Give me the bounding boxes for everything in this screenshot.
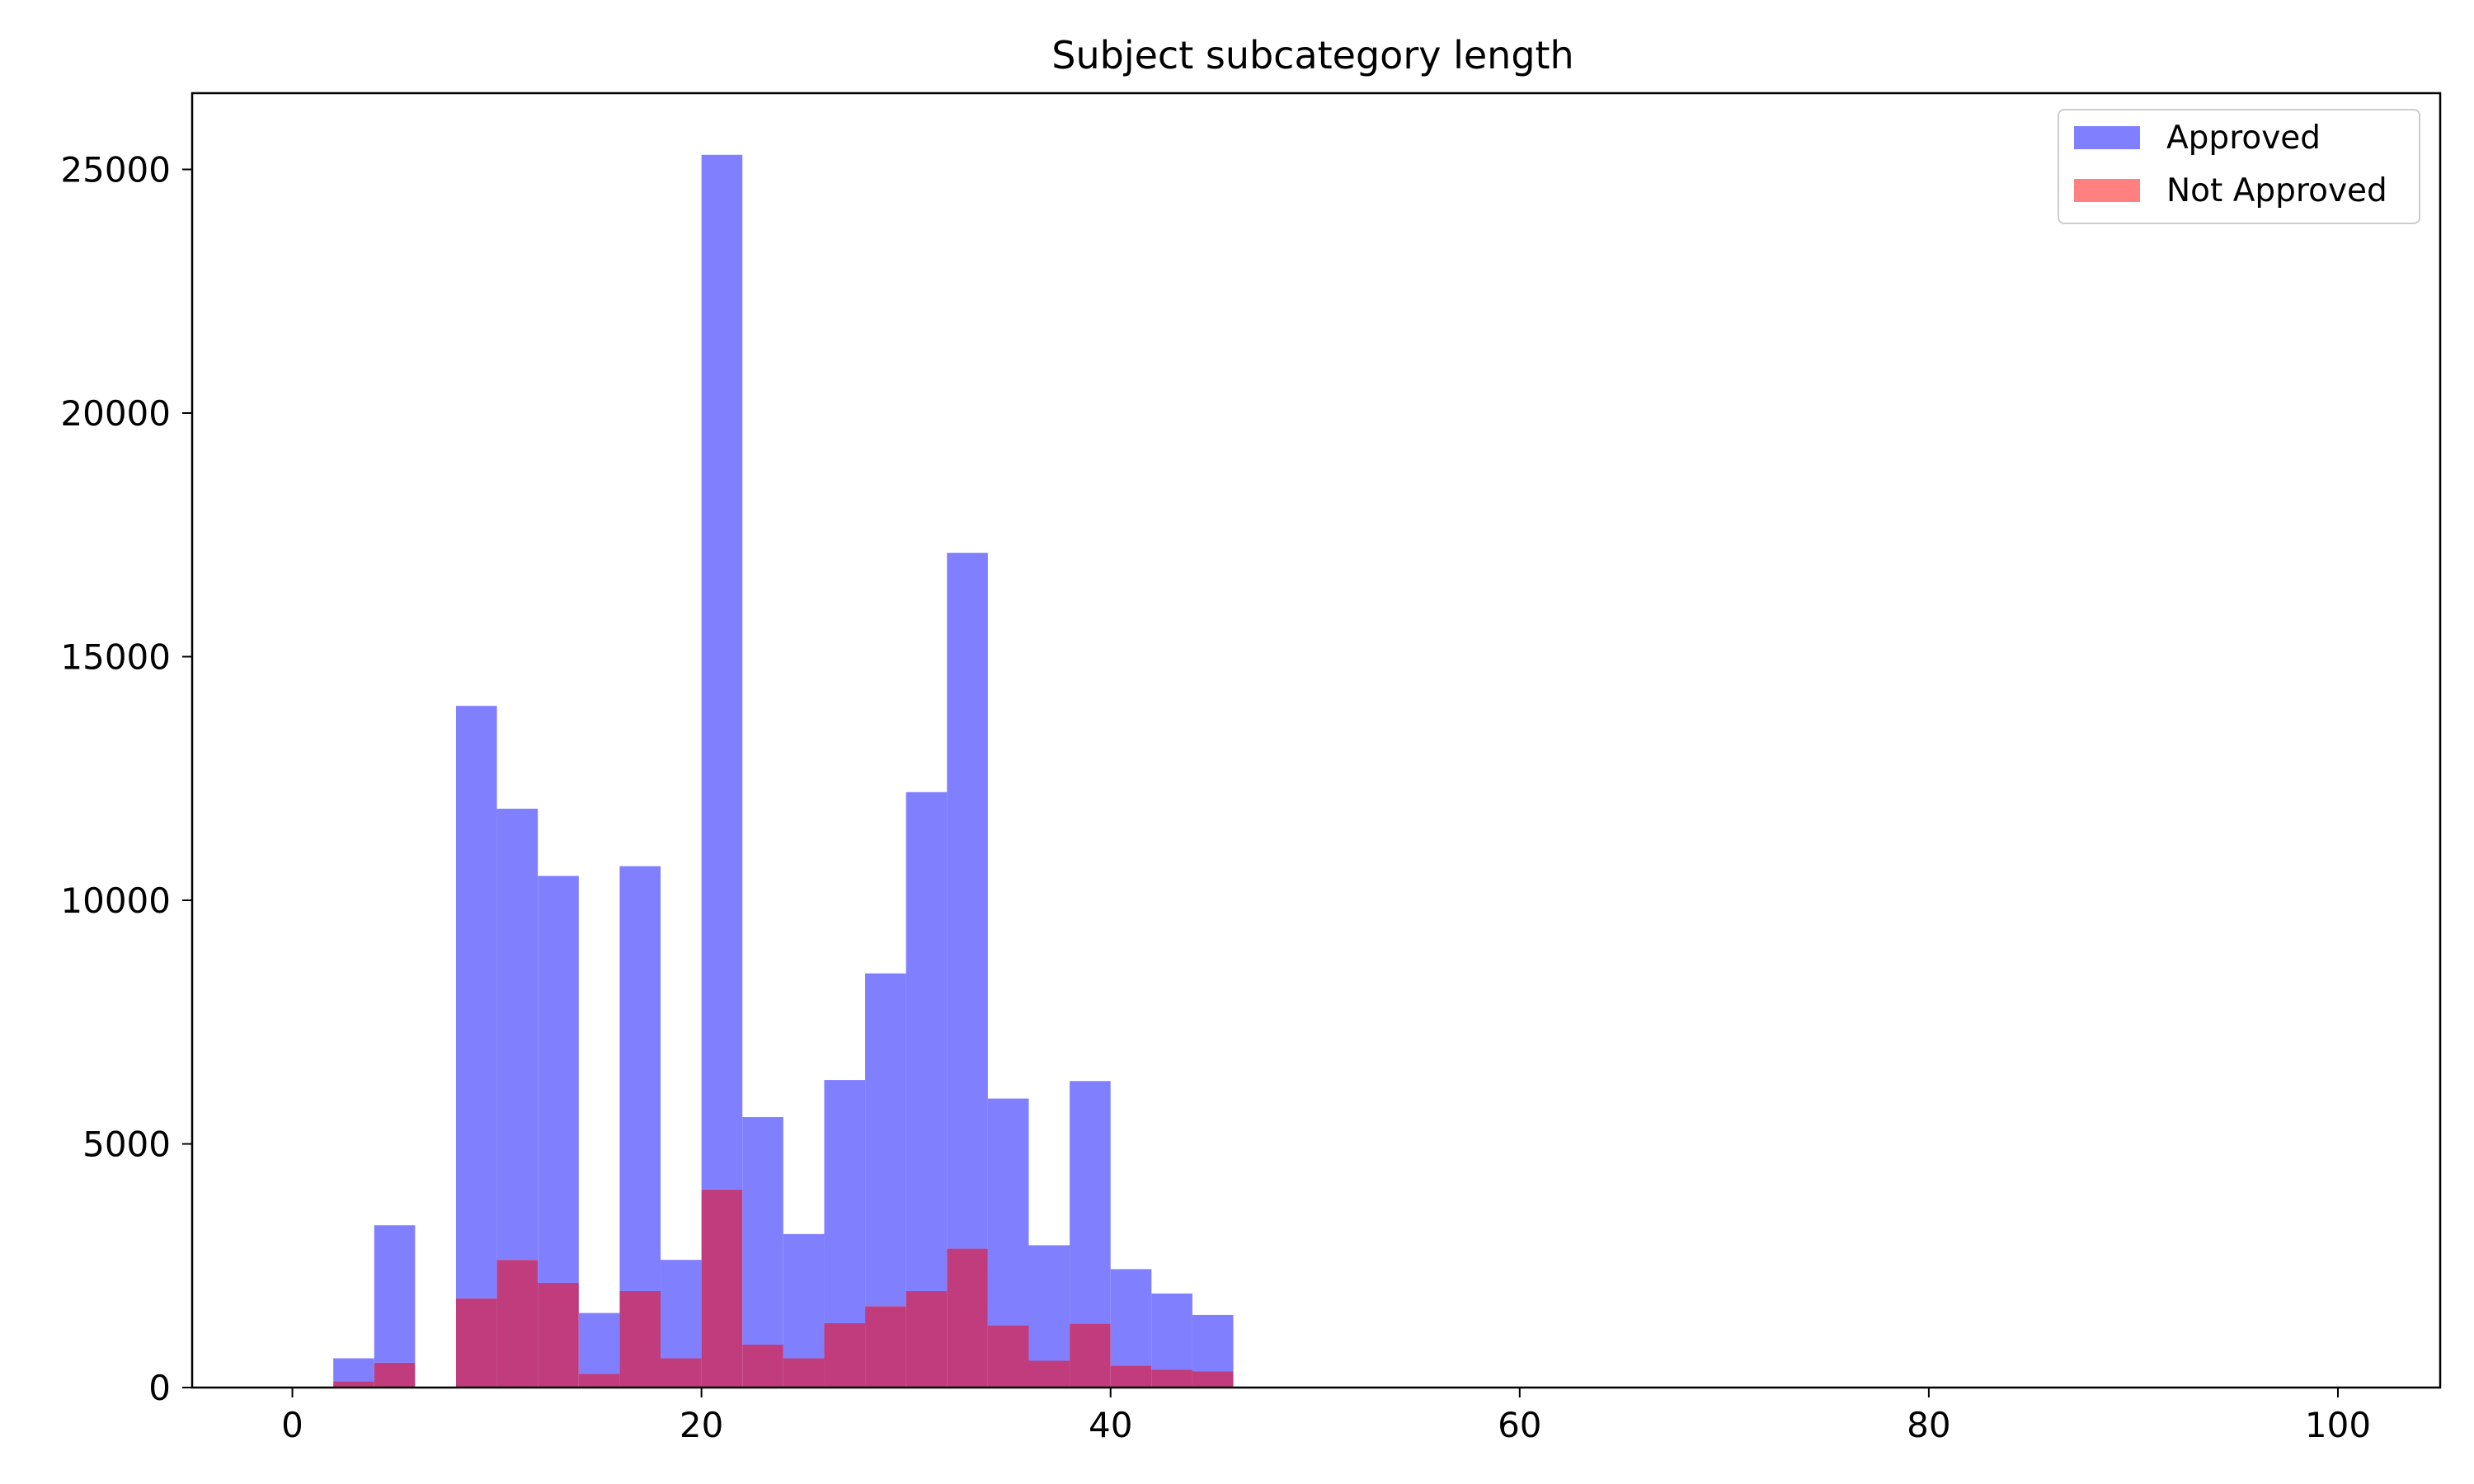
histogram-bar-approved [987,1098,1029,1326]
histogram-bar-approved [824,1080,866,1323]
histogram-bar-approved [455,706,497,1298]
y-tick-label: 15000 [60,636,171,677]
legend-label-not-approved: Not Approved [2166,172,2387,209]
histogram-bar-overlap [701,1190,743,1388]
histogram-bar-overlap [374,1362,416,1388]
histogram-bar-overlap [783,1358,825,1388]
legend-label-approved: Approved [2166,120,2321,157]
histogram-bar-overlap [578,1374,620,1388]
histogram-bar-approved [1110,1269,1152,1366]
bars-layer [333,154,1234,1388]
histogram-bar-overlap [1110,1365,1152,1388]
legend: Approved Not Approved [2058,109,2420,224]
histogram-bar-overlap [824,1322,866,1388]
histogram-bar-approved [578,1313,620,1374]
histogram-bar-approved [333,1358,374,1382]
histogram-bar-approved [1192,1314,1234,1372]
y-tick-label: 20000 [60,393,171,434]
y-tick-label: 5000 [82,1124,171,1164]
plot-frame [190,92,2442,1389]
histogram-bar-overlap [1070,1323,1111,1388]
histogram-bar-approved [1151,1293,1192,1370]
histogram-bar-overlap [619,1290,661,1388]
histogram-bar-overlap [947,1248,988,1388]
histogram-bar-overlap [987,1325,1029,1388]
legend-swatch-not-approved [2074,179,2140,202]
histogram-bar-approved [496,808,539,1261]
x-tick-label: 40 [1089,1405,1132,1445]
histogram-bar-approved [661,1260,702,1359]
histogram-bar-overlap [333,1381,374,1388]
histogram-bar-overlap [1151,1369,1192,1388]
histogram-bar-approved [947,552,988,1249]
histogram-bar-overlap [905,1290,948,1388]
histogram-bar-overlap [865,1306,906,1388]
y-tick-label: 10000 [60,881,171,921]
y-tick-label: 0 [148,1368,171,1408]
histogram-bar-overlap [455,1298,497,1388]
histogram-bar-approved [905,791,948,1291]
histogram-bar-approved [865,973,906,1307]
histogram-bar-overlap [538,1282,579,1388]
histogram-bar-approved [783,1233,825,1359]
histogram-bar-approved [619,866,661,1291]
legend-swatch-approved [2074,126,2140,149]
histogram-bar-approved [538,876,579,1283]
histogram-bar-approved [701,154,743,1190]
histogram-bar-overlap [1192,1371,1234,1388]
y-tick-label: 25000 [60,149,171,190]
histogram-bar-approved [742,1116,783,1345]
x-tick-label: 0 [281,1405,303,1445]
histogram-bar-overlap [661,1358,702,1388]
histogram-bar-approved [1070,1081,1111,1324]
chart-title: Subject subcategory length [1051,33,1573,77]
histogram-bar-overlap [1028,1360,1070,1388]
histogram-bar-overlap [742,1344,783,1388]
x-tick-label: 100 [2305,1405,2371,1445]
x-tick-label: 80 [1907,1405,1950,1445]
x-tick-label: 20 [680,1405,723,1445]
histogram-bar-overlap [496,1260,539,1388]
histogram-bar-approved [1028,1245,1070,1361]
axes-layer: 0 20 40 60 80 100 0 5000 10000 15000 20000 25000 [60,149,2371,1445]
x-tick-label: 60 [1498,1405,1541,1445]
legend-box [2058,109,2420,224]
histogram-bar-approved [374,1225,416,1363]
